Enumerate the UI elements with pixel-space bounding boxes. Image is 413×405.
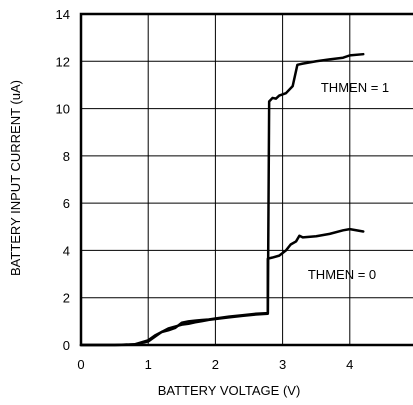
x-axis-label: BATTERY VOLTAGE (V) [158, 383, 301, 398]
x-tick-label-3: 3 [279, 357, 286, 372]
annotation-thmen-0: THMEN = 0 [308, 267, 376, 282]
grid-lines [80, 13, 413, 346]
plot-frame [79, 12, 413, 347]
x-tick-label-1: 1 [145, 357, 152, 372]
annotation-thmen-1: THMEN = 1 [321, 80, 389, 95]
x-tick-label-4: 4 [346, 357, 353, 372]
series-line-0 [79, 227, 365, 347]
series-lines [79, 52, 365, 347]
y-tick-label-7: 14 [56, 7, 70, 22]
y-tick-label-1: 2 [63, 291, 70, 306]
y-tick-label-0: 0 [63, 338, 70, 353]
y-tick-label-3: 6 [63, 196, 70, 211]
x-tick-label-2: 2 [212, 357, 219, 372]
x-tick-labels: 012345 [77, 357, 353, 372]
series-line-1 [79, 52, 365, 347]
y-tick-labels: 0 2 4 6 8 10 12 14 [56, 7, 70, 353]
y-tick-label-2: 4 [63, 243, 70, 258]
y-tick-label-4: 8 [63, 149, 70, 164]
x-tick-label-0: 0 [77, 357, 84, 372]
y-tick-label-5: 10 [56, 102, 70, 117]
y-axis-label: BATTERY INPUT CURRENT (uA) [8, 80, 23, 276]
y-tick-label-6: 12 [56, 54, 70, 69]
